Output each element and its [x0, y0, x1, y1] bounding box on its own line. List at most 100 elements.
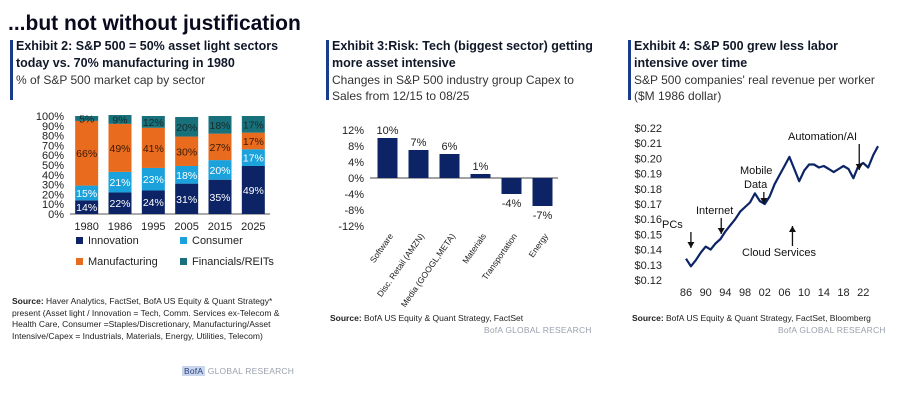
annotation-label: PCs [662, 219, 683, 231]
y-tick-label: 80% [42, 131, 64, 143]
series-line [685, 145, 879, 268]
legend-label: Innovation [88, 235, 139, 247]
data-label: 49% [243, 185, 264, 197]
data-label: 66% [76, 148, 97, 160]
exhibit-2-accent-bar [10, 40, 13, 100]
exhibit-4-subtitle: S&P 500 companies' real revenue per work… [634, 73, 875, 103]
data-label: 23% [143, 174, 164, 186]
x-tick-label: 2015 [208, 221, 232, 233]
x-tick-label: 90 [700, 287, 712, 299]
stacked-bar-segment [241, 132, 265, 150]
bar [408, 150, 429, 178]
legend-swatch [76, 237, 83, 244]
legend-swatch [76, 258, 83, 265]
y-tick-label: 100% [36, 111, 64, 123]
bar [532, 178, 553, 206]
exhibit-3-source: Source: BofA US Equity & Quant Strategy,… [330, 313, 523, 325]
x-tick-label: Energy [526, 231, 550, 259]
x-tick-label: 10 [798, 287, 810, 299]
data-label: -7% [533, 210, 553, 222]
y-tick-label: 30% [42, 180, 64, 192]
stacked-bar-segment [141, 167, 165, 191]
stacked-bar-segment [108, 192, 132, 214]
stacked-bar-segment [108, 123, 132, 172]
data-label: 31% [176, 194, 197, 206]
annotation-label: Internet [696, 205, 733, 217]
exhibit-2-subtitle: % of S&P 500 market cap by sector [16, 73, 206, 87]
exhibit-3-title: Exhibit 3:Risk: Tech (biggest sector) ge… [332, 39, 593, 70]
annotation-label: Automation/AI [788, 131, 857, 143]
data-label: 15% [76, 188, 97, 200]
y-tick-label: $0.20 [634, 153, 662, 165]
x-tick-label: 94 [719, 287, 731, 299]
y-tick-label: 50% [42, 160, 64, 172]
stacked-bar-segment [141, 190, 165, 214]
exhibit-2-brand: BofA GLOBAL RESEARCH [182, 366, 294, 376]
exhibit-2-chart: 0%10%20%30%40%50%60%70%80%90%100%14%15%6… [36, 111, 275, 268]
data-label: 7% [411, 137, 427, 149]
y-tick-label: -8% [344, 205, 364, 217]
y-tick-label: 90% [42, 121, 64, 133]
y-tick-label: 0% [48, 209, 64, 221]
data-label: 12% [143, 117, 164, 129]
stacked-bar-segment [175, 183, 199, 214]
y-tick-label: $0.14 [634, 245, 662, 257]
y-tick-label: 8% [348, 141, 364, 153]
x-tick-label: Materials [460, 231, 488, 265]
annotation-label: Data [744, 179, 768, 191]
exhibit-4-title: Exhibit 4: S&P 500 grew less labor inten… [634, 39, 839, 70]
data-label: 24% [143, 197, 164, 209]
y-tick-label: $0.15 [634, 229, 662, 241]
x-tick-label: 1986 [108, 221, 132, 233]
annotation-arrow-head [855, 164, 863, 170]
x-tick-label: 2005 [174, 221, 198, 233]
exhibit-4-brand: BofA GLOBAL RESEARCH [778, 325, 886, 335]
y-tick-label: -12% [338, 221, 364, 233]
annotation-arrow-head [717, 228, 725, 234]
data-label: 18% [176, 170, 197, 182]
y-tick-label: 70% [42, 140, 64, 152]
y-tick-label: $0.18 [634, 184, 662, 196]
exhibit-3-subtitle: Changes in S&P 500 industry group Capex … [332, 73, 574, 103]
y-tick-label: -4% [344, 189, 364, 201]
y-tick-label: $0.19 [634, 169, 662, 181]
x-tick-label: 1980 [74, 221, 98, 233]
data-label: 6% [442, 141, 458, 153]
data-label: 49% [109, 143, 130, 155]
stacked-bar-segment [141, 116, 165, 128]
bar [439, 154, 460, 178]
stacked-bar-segment [75, 116, 99, 121]
exhibit-2-brand-text: GLOBAL RESEARCH [205, 366, 295, 376]
stacked-bar-segment [75, 120, 99, 186]
x-tick-label: 22 [857, 287, 869, 299]
data-label: 1% [473, 161, 489, 173]
data-label: 35% [209, 192, 230, 204]
y-tick-label: 0% [348, 173, 364, 185]
annotation-arrow-head [687, 242, 695, 248]
data-label: 5% [79, 113, 94, 125]
x-tick-label: 1995 [141, 221, 165, 233]
legend-swatch [180, 258, 187, 265]
x-tick-label: 86 [680, 287, 692, 299]
legend-label: Financials/REITs [192, 256, 274, 268]
exhibit-4-chart: $0.12 $0.13 $0.14 $0.15 $0.16 $0.17 $0.18 $0.19… [634, 123, 879, 299]
y-tick-label: $0.17 [634, 199, 662, 211]
stacked-bar-segment [108, 115, 132, 124]
y-tick-label: 60% [42, 150, 64, 162]
stacked-bar-segment [241, 149, 265, 166]
annotation-label: Mobile [740, 165, 772, 177]
stacked-bar-segment [241, 165, 265, 214]
x-tick-label: Media (GOOGL,META) [399, 231, 458, 309]
data-label: 20% [209, 165, 230, 177]
data-label: 27% [209, 142, 230, 154]
x-tick-label: 2025 [241, 221, 265, 233]
data-label: 22% [109, 198, 130, 210]
legend-swatch [180, 237, 187, 244]
stacked-bar-segment [75, 185, 99, 201]
y-tick-label: $0.22 [634, 123, 662, 135]
data-label: -4% [502, 198, 522, 210]
data-label: 17% [243, 153, 264, 165]
exhibit-3-accent-bar [326, 40, 329, 100]
bar [470, 174, 491, 178]
